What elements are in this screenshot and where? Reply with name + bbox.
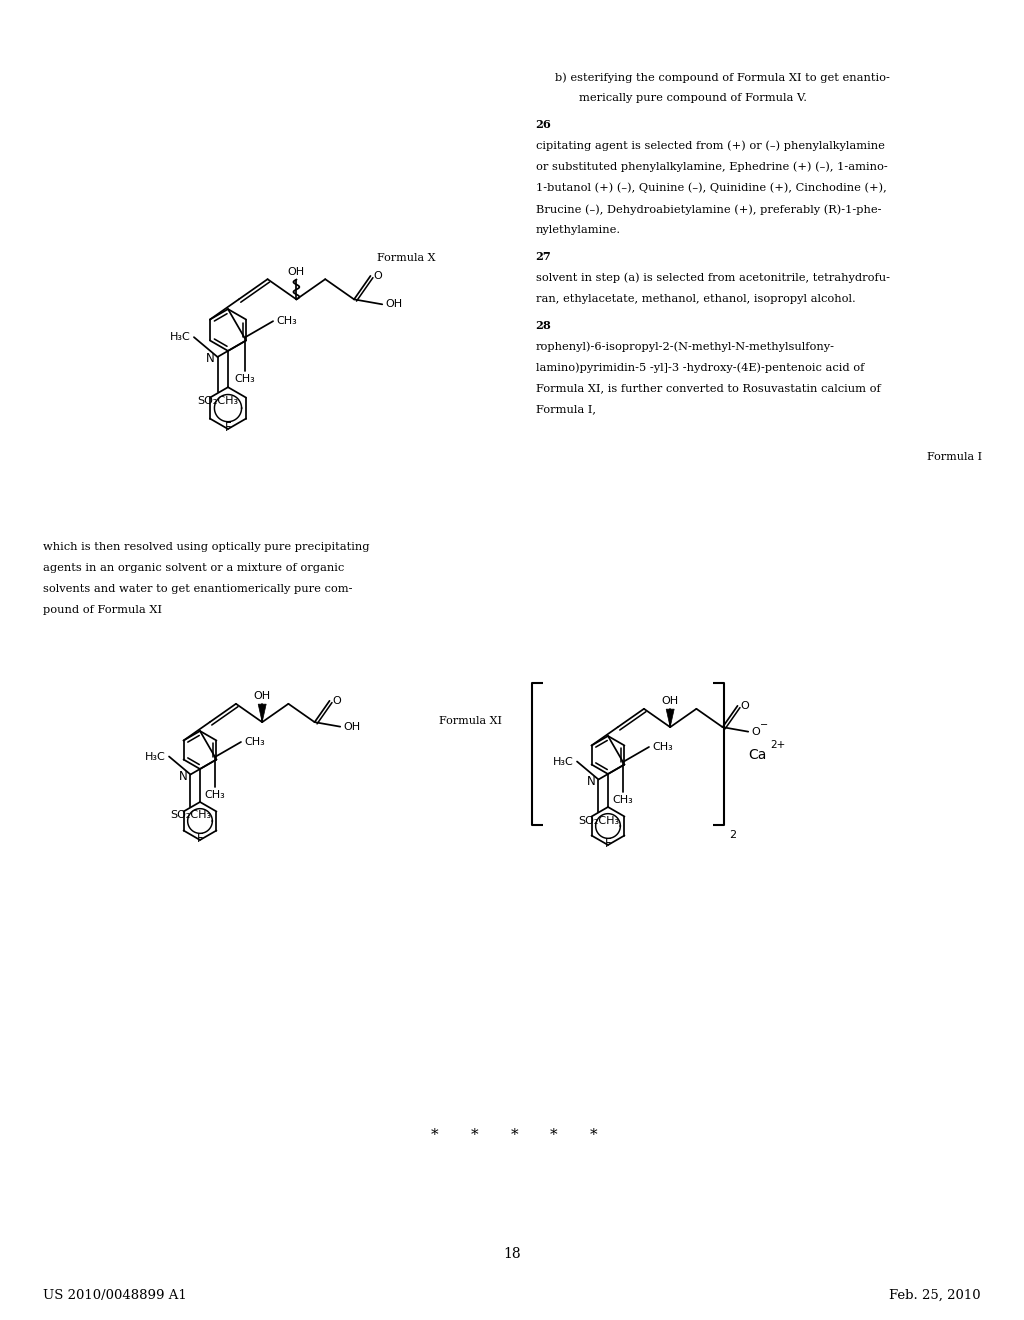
Text: SO₂CH₃: SO₂CH₃ [197,396,239,407]
Text: ran, ethylacetate, methanol, ethanol, isopropyl alcohol.: ran, ethylacetate, methanol, ethanol, is… [536,294,855,304]
Text: Formula X: Formula X [377,253,435,263]
Text: OH: OH [343,722,360,731]
Text: which is then resolved using optically pure precipitating: which is then resolved using optically p… [43,541,370,552]
Text: F: F [224,421,231,434]
Text: Formula I,: Formula I, [536,404,596,414]
Text: lamino)pyrimidin-5 -yl]-3 -hydroxy-(4E)-pentenoic acid of: lamino)pyrimidin-5 -yl]-3 -hydroxy-(4E)-… [536,362,864,374]
Text: Ca: Ca [748,748,766,762]
Text: CH₃: CH₃ [612,795,634,805]
Text: O: O [374,271,382,281]
Text: pound of Formula XI: pound of Formula XI [43,605,162,615]
Text: Formula XI: Formula XI [439,715,503,726]
Text: *: * [590,1127,598,1142]
Text: 1-butanol (+) (–), Quinine (–), Quinidine (+), Cinchodine (+),: 1-butanol (+) (–), Quinine (–), Quinidin… [536,182,887,194]
Text: Feb. 25, 2010: Feb. 25, 2010 [890,1288,981,1302]
Text: H₃C: H₃C [170,333,190,342]
Text: F: F [605,837,611,850]
Text: 28: 28 [536,321,551,331]
Text: CH₃: CH₃ [276,317,297,326]
Text: 2+: 2+ [770,741,785,750]
Text: CH₃: CH₃ [234,374,255,384]
Text: OH: OH [385,300,402,309]
Text: OH: OH [288,267,305,277]
Polygon shape [258,704,266,722]
Text: N: N [587,775,596,788]
Text: N: N [206,352,214,366]
Text: or substituted phenylalkylamine, Ephedrine (+) (–), 1-amino-: or substituted phenylalkylamine, Ephedri… [536,162,888,173]
Text: rophenyl)-6-isopropyl-2-(N-methyl-N-methylsulfony-: rophenyl)-6-isopropyl-2-(N-methyl-N-meth… [536,341,835,352]
Polygon shape [667,709,674,727]
Text: OH: OH [254,692,270,701]
Text: *: * [430,1127,438,1142]
Text: H₃C: H₃C [553,756,574,767]
Text: OH: OH [662,696,679,706]
Text: *: * [470,1127,478,1142]
Text: F: F [197,832,204,845]
Text: N: N [179,770,187,783]
Text: solvent in step (a) is selected from acetonitrile, tetrahydrofu-: solvent in step (a) is selected from ace… [536,272,890,284]
Text: O: O [752,727,760,737]
Text: CH₃: CH₃ [652,742,673,752]
Text: Formula I: Formula I [927,451,982,462]
Text: SO₂CH₃: SO₂CH₃ [578,816,620,825]
Text: CH₃: CH₃ [244,737,265,747]
Text: 27: 27 [536,251,551,263]
Text: O: O [740,701,750,711]
Text: −: − [760,719,768,730]
Text: SO₂CH₃: SO₂CH₃ [170,810,211,821]
Text: agents in an organic solvent or a mixture of organic: agents in an organic solvent or a mixtur… [43,562,344,573]
Text: H₃C: H₃C [145,751,166,762]
Text: nylethylamine.: nylethylamine. [536,224,621,235]
Text: 18: 18 [503,1246,521,1261]
Text: 26: 26 [536,120,551,131]
Text: US 2010/0048899 A1: US 2010/0048899 A1 [43,1288,186,1302]
Text: cipitating agent is selected from (+) or (–) phenylalkylamine: cipitating agent is selected from (+) or… [536,140,885,152]
Text: merically pure compound of Formula V.: merically pure compound of Formula V. [579,92,807,103]
Text: solvents and water to get enantiomerically pure com-: solvents and water to get enantiomerical… [43,583,352,594]
Text: *: * [510,1127,518,1142]
Text: O: O [333,696,341,706]
Text: b) esterifying the compound of Formula XI to get enantio-: b) esterifying the compound of Formula X… [555,71,890,83]
Text: *: * [550,1127,558,1142]
Text: 2: 2 [729,830,736,840]
Text: Formula XI, is further converted to Rosuvastatin calcium of: Formula XI, is further converted to Rosu… [536,383,881,393]
Text: Brucine (–), Dehydroabietylamine (+), preferably (R)-1-phe-: Brucine (–), Dehydroabietylamine (+), pr… [536,205,881,215]
Text: CH₃: CH₃ [205,789,225,800]
